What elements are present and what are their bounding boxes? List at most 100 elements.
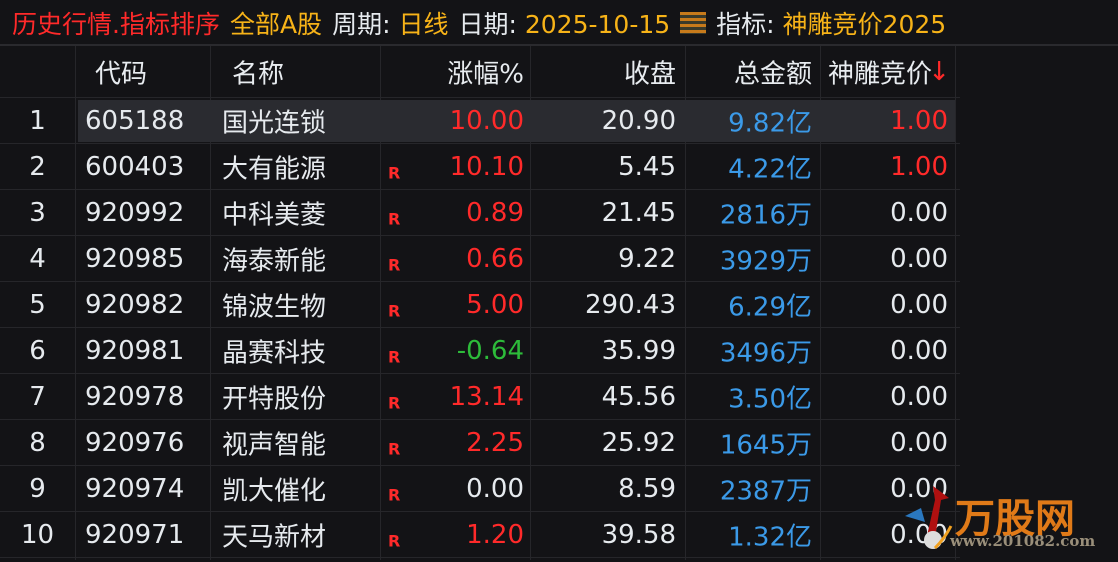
close-price: 290.43 [585, 290, 676, 320]
header-code[interactable]: 代码 [95, 59, 148, 90]
change-pct: 1.20 [466, 520, 524, 550]
stock-name: 海泰新能 [222, 246, 327, 277]
stock-code: 920978 [85, 382, 185, 412]
change-pct: 13.14 [449, 382, 524, 412]
column-divider [210, 46, 211, 560]
margin-flag-badge: R [388, 439, 401, 459]
stock-code: 920985 [85, 244, 185, 274]
table-row[interactable]: 9 920974 凯大催化 R 0.00 8.59 2387万 0.00 [0, 466, 960, 512]
change-pct: 0.89 [466, 198, 524, 228]
divider [0, 44, 1118, 46]
stock-code: 920974 [85, 474, 185, 504]
header-close[interactable]: 收盘 [623, 59, 676, 90]
indicator-selector[interactable]: 神雕竞价2025 [782, 10, 947, 39]
table-row[interactable]: 5 920982 锦波生物 R 5.00 290.43 6.29亿 0.00 [0, 282, 960, 328]
row-index: 3 [29, 198, 46, 228]
table-row[interactable]: 10 920971 天马新材 R 1.20 39.58 1.32亿 0.00 [0, 512, 960, 558]
column-divider [75, 46, 76, 560]
stock-code: 920982 [85, 290, 185, 320]
row-divider [0, 465, 960, 466]
stock-name: 天马新材 [222, 522, 327, 553]
indicator-value: 0.00 [890, 290, 948, 320]
margin-flag-badge: R [388, 163, 401, 183]
selected-row-highlight [78, 100, 955, 142]
column-divider [380, 46, 381, 560]
margin-flag-badge: R [388, 531, 401, 551]
header-pct[interactable]: 涨幅% [447, 59, 524, 90]
calendar-icon[interactable] [680, 12, 707, 34]
module-title: 历史行情.指标排序 [12, 10, 220, 39]
change-pct: 5.00 [466, 290, 524, 320]
indicator-value: 0.00 [890, 244, 948, 274]
close-price: 9.22 [618, 244, 676, 274]
title-bar: 历史行情.指标排序 全部A股 周期: 日线 日期: 2025-10-15 指标:… [12, 4, 946, 42]
total-amount: 3929万 [719, 246, 812, 277]
row-divider [0, 511, 960, 512]
date-value[interactable]: 2025-10-15 [524, 10, 671, 39]
row-index: 2 [29, 152, 46, 182]
total-amount: 2387万 [719, 476, 812, 507]
table-row[interactable]: 7 920978 开特股份 R 13.14 45.56 3.50亿 0.00 [0, 374, 960, 420]
close-price: 35.99 [601, 336, 676, 366]
change-pct: 2.25 [466, 428, 524, 458]
stock-name: 国光连锁 [222, 108, 327, 139]
column-divider [685, 46, 686, 560]
row-divider [0, 327, 960, 328]
header-amount[interactable]: 总金额 [733, 59, 812, 90]
period-selector[interactable]: 日线 [398, 10, 449, 39]
indicator-value: 1.00 [890, 152, 948, 182]
row-index: 8 [29, 428, 46, 458]
period-label: 周期: [332, 10, 391, 39]
total-amount: 3.50亿 [728, 384, 812, 415]
table-row[interactable]: 1 605188 国光连锁 10.00 20.90 9.82亿 1.00 [0, 98, 960, 144]
indicator-value: 0.00 [890, 382, 948, 412]
indicator-label: 指标: [716, 10, 775, 39]
logo-arrows-icon [905, 486, 953, 550]
indicator-value: 0.00 [890, 428, 948, 458]
row-divider [0, 235, 960, 236]
table-row[interactable]: 4 920985 海泰新能 R 0.66 9.22 3929万 0.00 [0, 236, 960, 282]
total-amount: 1.32亿 [728, 522, 812, 553]
row-index: 4 [29, 244, 46, 274]
change-pct: 10.00 [449, 106, 524, 136]
margin-flag-badge: R [388, 209, 401, 229]
stock-name: 中科美菱 [222, 200, 327, 231]
row-divider [0, 189, 960, 190]
close-price: 39.58 [601, 520, 676, 550]
stock-code: 920981 [85, 336, 185, 366]
row-divider [0, 557, 960, 558]
total-amount: 9.82亿 [728, 108, 812, 139]
margin-flag-badge: R [388, 347, 401, 367]
stock-name: 视声智能 [222, 430, 327, 461]
close-price: 21.45 [601, 198, 676, 228]
change-pct: 0.66 [466, 244, 524, 274]
ranking-table: 代码 名称 涨幅% 收盘 总金额 神雕竞价 ↓ 1 605188 国光连锁 10… [0, 46, 960, 558]
stock-code: 920976 [85, 428, 185, 458]
row-index: 10 [20, 520, 55, 550]
indicator-value: 0.00 [890, 336, 948, 366]
table-row[interactable]: 2 600403 大有能源 R 10.10 5.45 4.22亿 1.00 [0, 144, 960, 190]
margin-flag-badge: R [388, 485, 401, 505]
logo-text: 万股网 [955, 496, 1075, 542]
indicator-value: 0.00 [890, 198, 948, 228]
row-divider [0, 97, 960, 98]
watermark-logo: 万股网 www.201082.com [905, 478, 1115, 558]
table-row[interactable]: 3 920992 中科美菱 R 0.89 21.45 2816万 0.00 [0, 190, 960, 236]
close-price: 8.59 [618, 474, 676, 504]
sort-desc-icon[interactable]: ↓ [928, 57, 950, 87]
change-pct: 0.00 [466, 474, 524, 504]
close-price: 5.45 [618, 152, 676, 182]
stock-name: 凯大催化 [222, 476, 327, 507]
row-index: 1 [29, 106, 46, 136]
table-row[interactable]: 6 920981 晶赛科技 R -0.64 35.99 3496万 0.00 [0, 328, 960, 374]
stock-name: 锦波生物 [222, 292, 327, 323]
table-header: 代码 名称 涨幅% 收盘 总金额 神雕竞价 ↓ [0, 46, 960, 98]
market-selector[interactable]: 全部A股 [229, 10, 323, 39]
table-row[interactable]: 8 920976 视声智能 R 2.25 25.92 1645万 0.00 [0, 420, 960, 466]
header-indicator[interactable]: 神雕竞价 [827, 59, 932, 90]
header-name[interactable]: 名称 [232, 59, 285, 90]
row-divider [0, 281, 960, 282]
stock-name: 开特股份 [222, 384, 327, 415]
row-index: 7 [29, 382, 46, 412]
stock-name: 晶赛科技 [222, 338, 327, 369]
